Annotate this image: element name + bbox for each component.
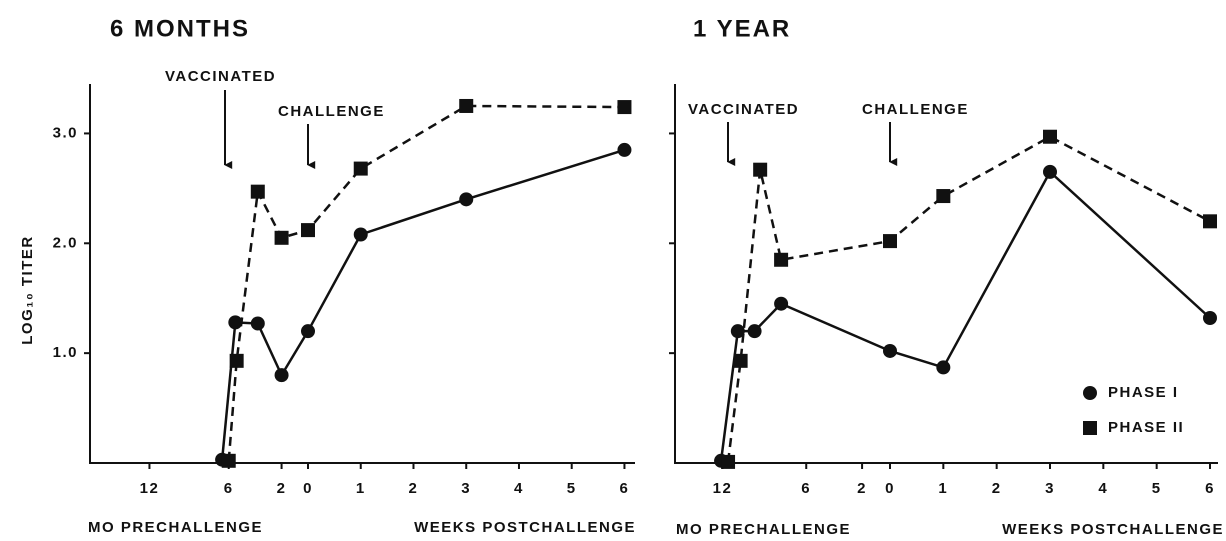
legend-label: PHASE I bbox=[1108, 384, 1179, 401]
legend-marker bbox=[1083, 386, 1097, 400]
marker bbox=[1043, 129, 1057, 144]
marker bbox=[228, 315, 243, 330]
x-tick-label: 6 bbox=[1205, 480, 1215, 497]
x-tick-label: 12 bbox=[713, 480, 733, 497]
marker bbox=[274, 230, 289, 245]
x-tick-label: 6 bbox=[620, 480, 630, 497]
x-tick-label: 4 bbox=[514, 480, 524, 497]
x-axis-label: MO PRECHALLENGE bbox=[676, 521, 851, 538]
marker bbox=[250, 316, 265, 331]
marker bbox=[274, 368, 289, 383]
marker bbox=[774, 296, 789, 311]
x-tick-label: 5 bbox=[567, 480, 577, 497]
x-tick-label: 12 bbox=[140, 480, 160, 497]
x-tick-label: 2 bbox=[409, 480, 419, 497]
marker bbox=[353, 161, 368, 176]
marker bbox=[301, 223, 315, 238]
legend-label: PHASE II bbox=[1108, 419, 1184, 436]
series-line bbox=[227, 104, 625, 461]
marker bbox=[1203, 310, 1217, 325]
marker bbox=[301, 324, 315, 339]
x-tick-label: 5 bbox=[1152, 480, 1162, 497]
marker bbox=[747, 324, 762, 339]
marker bbox=[617, 142, 632, 157]
y-tick-label: 2.0 bbox=[53, 234, 78, 251]
marker bbox=[1203, 214, 1217, 229]
legend-marker bbox=[1083, 421, 1097, 435]
marker bbox=[1043, 164, 1057, 179]
x-tick-label: 1 bbox=[938, 480, 948, 497]
marker bbox=[774, 252, 789, 267]
marker bbox=[883, 343, 897, 358]
x-tick-label: 3 bbox=[1045, 480, 1055, 497]
x-tick-label: 6 bbox=[801, 480, 811, 497]
axes bbox=[89, 84, 635, 464]
y-tick-label: 1.0 bbox=[53, 344, 78, 361]
marker bbox=[936, 360, 951, 375]
x-axis-label: WEEKS POSTCHALLENGE bbox=[1002, 521, 1224, 538]
marker bbox=[733, 353, 748, 368]
series-line bbox=[220, 148, 625, 460]
marker bbox=[459, 98, 474, 113]
marker bbox=[459, 192, 474, 207]
marker bbox=[229, 353, 244, 368]
x-tick-label: 1 bbox=[356, 480, 366, 497]
x-tick-label: 2 bbox=[992, 480, 1002, 497]
annotation: CHALLENGE bbox=[278, 103, 385, 120]
annotation: VACCINATED bbox=[165, 68, 276, 85]
x-tick-label: 2 bbox=[277, 480, 287, 497]
marker bbox=[753, 162, 768, 177]
x-axis-label: MO PRECHALLENGE bbox=[88, 519, 263, 536]
marker bbox=[936, 189, 951, 204]
x-tick-label: 3 bbox=[461, 480, 471, 497]
chart-title: 6 MONTHS bbox=[110, 15, 250, 42]
x-axis-label: WEEKS POSTCHALLENGE bbox=[414, 519, 636, 536]
annotation: VACCINATED bbox=[688, 101, 799, 118]
y-axis-label: LOG₁₀ TITER bbox=[19, 235, 36, 344]
annotation: CHALLENGE bbox=[862, 101, 969, 118]
marker bbox=[883, 234, 897, 249]
x-tick-label: 2 bbox=[857, 480, 867, 497]
x-tick-label: 0 bbox=[885, 480, 895, 497]
chart-title: 1 YEAR bbox=[693, 15, 791, 42]
marker bbox=[617, 100, 632, 115]
marker bbox=[250, 184, 265, 199]
marker bbox=[353, 227, 368, 242]
series-line bbox=[726, 135, 1211, 463]
series-line bbox=[719, 169, 1211, 461]
x-tick-label: 6 bbox=[224, 480, 234, 497]
x-tick-label: 4 bbox=[1098, 480, 1108, 497]
marker bbox=[730, 324, 745, 339]
y-tick-label: 3.0 bbox=[53, 124, 78, 141]
marker bbox=[221, 453, 236, 468]
axes bbox=[674, 84, 1218, 464]
x-tick-label: 0 bbox=[303, 480, 313, 497]
marker bbox=[721, 454, 736, 469]
